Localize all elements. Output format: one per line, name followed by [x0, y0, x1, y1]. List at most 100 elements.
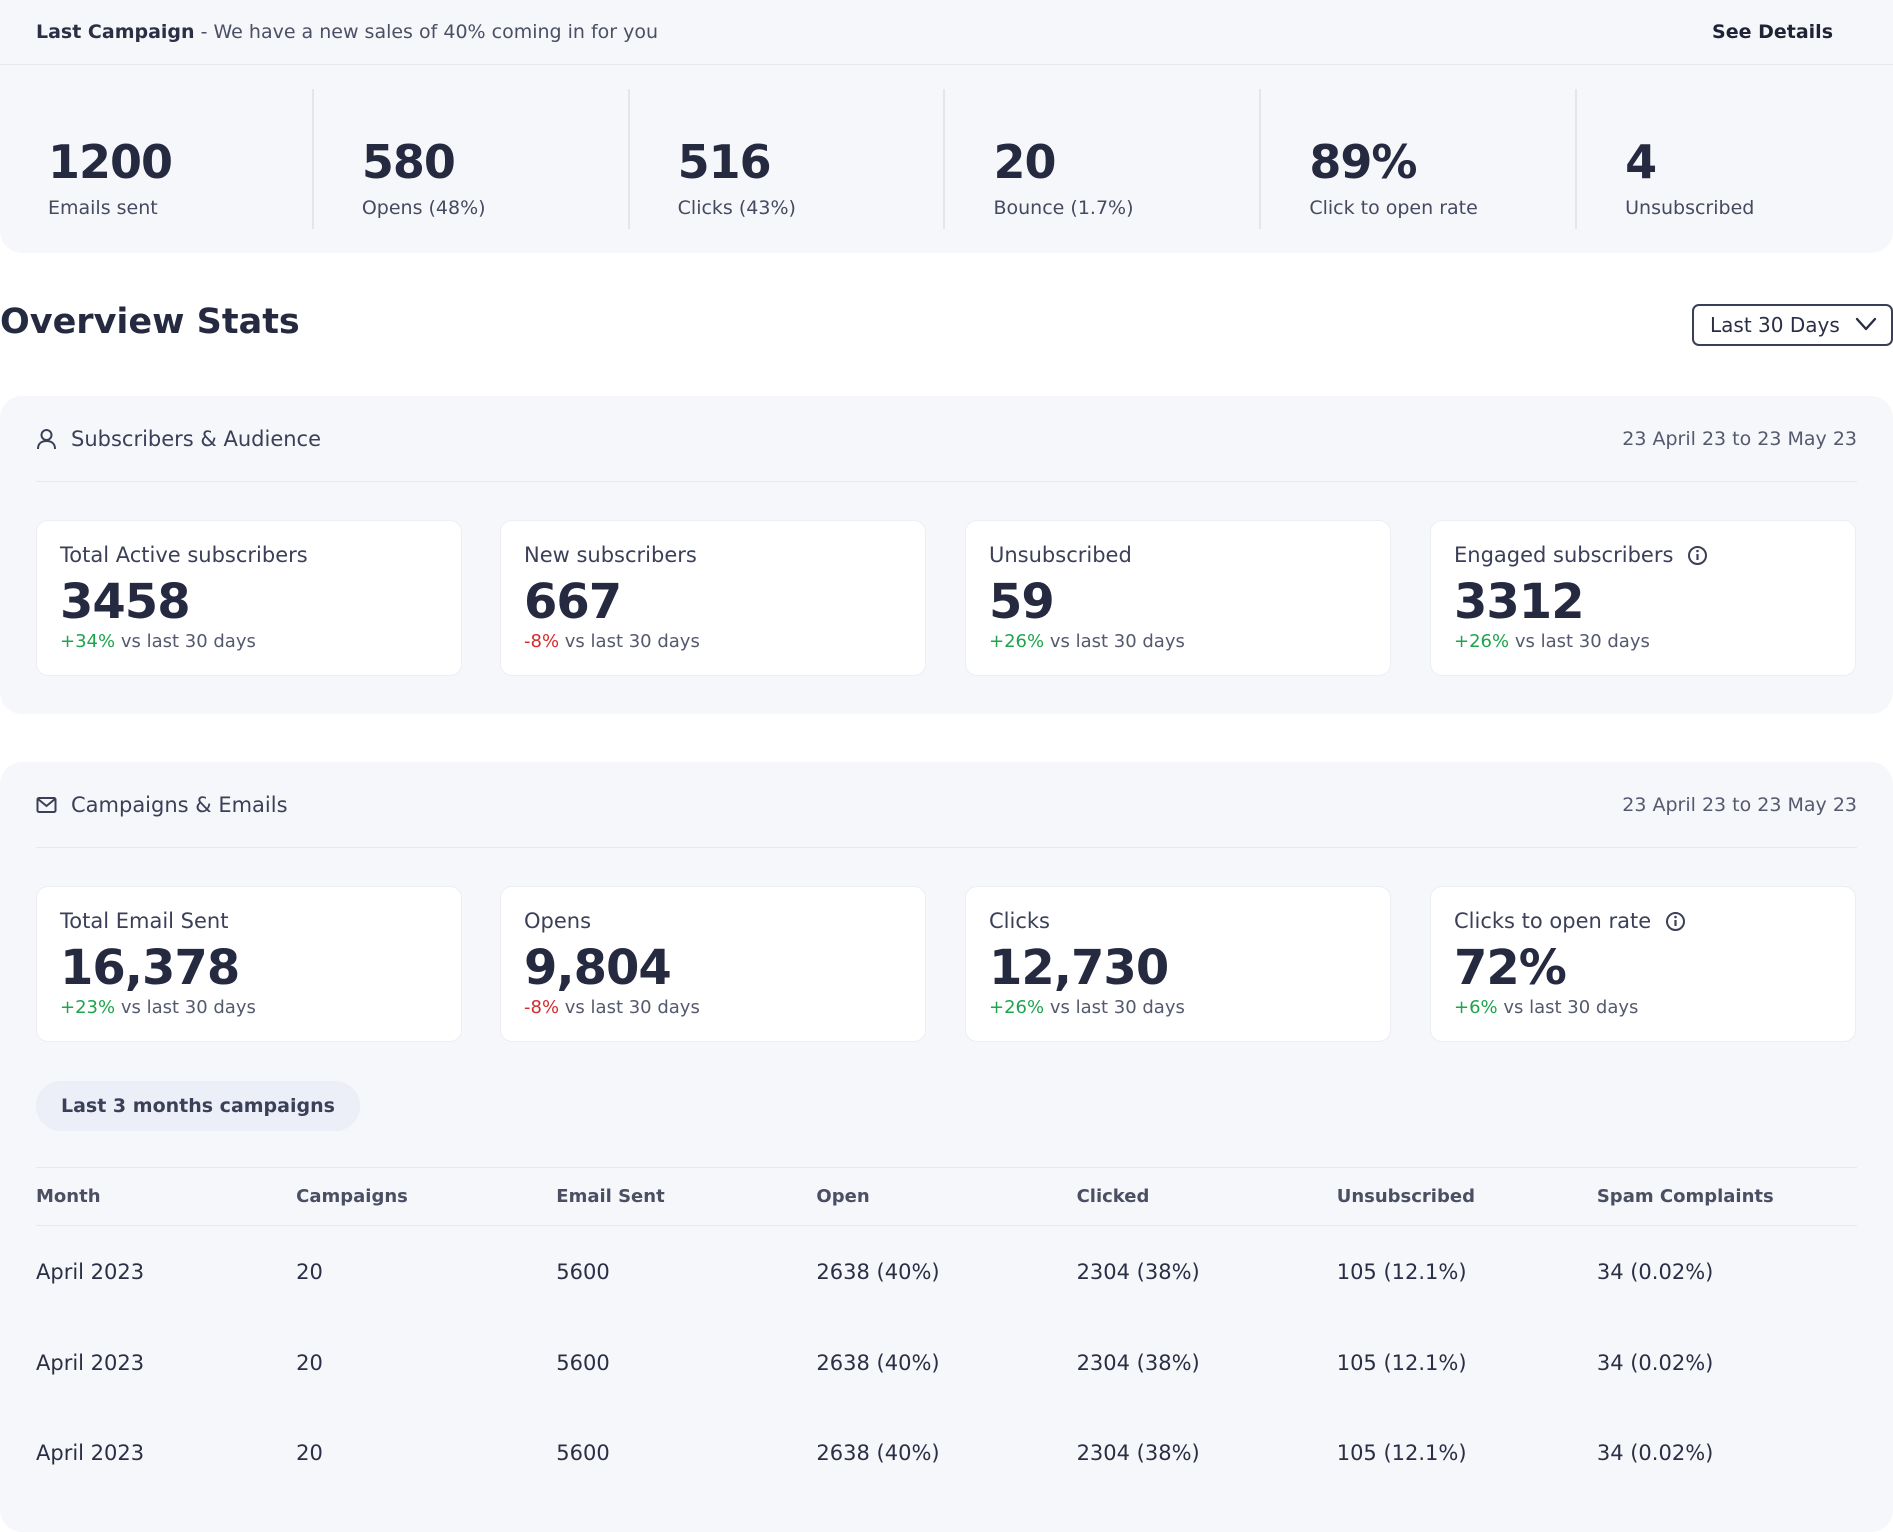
stat-value: 1200: [48, 135, 173, 189]
stat-value: 4: [1625, 135, 1657, 189]
subscribers-date-range: 23 April 23 to 23 May 23: [1622, 427, 1857, 450]
card-value: 3312: [1454, 574, 1585, 630]
date-range-dropdown[interactable]: Last 30 Days: [1692, 304, 1893, 346]
col-spam-complaints[interactable]: Spam Complaints: [1596, 1167, 1857, 1226]
compare-text: vs last 30 days: [559, 997, 700, 1018]
card-title: Clicks: [989, 909, 1050, 933]
card-comparison: +6% vs last 30 days: [1454, 997, 1855, 1018]
stat-label: Opens (48%): [361, 197, 486, 219]
cell-spam-complaints: 34 (0.02%): [1596, 1350, 1714, 1375]
table-row[interactable]: April 2023 20 5600 2638 (40%) 2304 (38%)…: [36, 1318, 1857, 1408]
chevron-down-icon: [1855, 317, 1877, 331]
campaigns-panel-title: Campaigns & Emails: [36, 793, 288, 817]
card-title: Clicks to open rate: [1454, 909, 1652, 933]
card-clicks-to-open-rate: Clicks to open rate 72% +6% vs last 30 d…: [1430, 886, 1856, 1042]
card-total-email-sent: Total Email Sent 16,378 +23% vs last 30 …: [36, 886, 462, 1042]
compare-text: vs last 30 days: [1509, 631, 1650, 652]
compare-text: vs last 30 days: [1044, 997, 1185, 1018]
col-open[interactable]: Open: [816, 1167, 1077, 1226]
banner-header: Last Campaign - We have a new sales of 4…: [0, 0, 1893, 65]
card-value: 59: [989, 574, 1055, 630]
col-campaigns[interactable]: Campaigns: [296, 1167, 557, 1226]
card-value: 667: [524, 574, 622, 630]
stat-emails-sent: 1200 Emails sent: [0, 89, 314, 229]
card-clicks: Clicks 12,730 +26% vs last 30 days: [965, 886, 1391, 1042]
stat-value: 516: [677, 135, 772, 189]
campaigns-panel: Campaigns & Emails 23 April 23 to 23 May…: [0, 762, 1893, 1532]
compare-text: vs last 30 days: [115, 997, 256, 1018]
card-title: Total Active subscribers: [60, 543, 308, 567]
col-unsubscribed[interactable]: Unsubscribed: [1336, 1167, 1597, 1226]
stat-click-to-open: 89% Click to open rate: [1261, 89, 1578, 229]
card-value: 9,804: [524, 940, 672, 996]
cell-open: 2638 (40%): [816, 1440, 940, 1465]
card-value: 12,730: [989, 940, 1169, 996]
cell-email-sent: 5600: [556, 1350, 610, 1375]
stat-unsubscribed: 4 Unsubscribed: [1577, 89, 1893, 229]
compare-text: vs last 30 days: [115, 631, 256, 652]
col-month[interactable]: Month: [36, 1167, 297, 1226]
date-range-value: Last 30 Days: [1710, 313, 1840, 337]
stat-label: Unsubscribed: [1625, 197, 1755, 219]
banner-campaign-label: Last Campaign: [36, 21, 195, 43]
change-badge: +26%: [1454, 631, 1510, 652]
change-badge: +26%: [989, 631, 1045, 652]
see-details-link[interactable]: See Details: [1712, 21, 1833, 43]
card-comparison: -8% vs last 30 days: [524, 997, 925, 1018]
card-title-row: Engaged subscribers: [1454, 543, 1855, 567]
cell-email-sent: 5600: [556, 1259, 610, 1284]
cell-campaigns: 20: [296, 1259, 323, 1284]
cell-spam-complaints: 34 (0.02%): [1596, 1259, 1714, 1284]
subscribers-title-text: Subscribers & Audience: [71, 426, 322, 451]
cell-unsubscribed: 105 (12.1%): [1336, 1259, 1467, 1284]
change-badge: +6%: [1454, 997, 1498, 1018]
stat-label: Bounce (1.7%): [993, 197, 1134, 219]
banner-stats: 1200 Emails sent 580 Opens (48%) 516 Cli…: [0, 65, 1893, 253]
card-comparison: +26% vs last 30 days: [989, 631, 1390, 652]
card-comparison: +34% vs last 30 days: [60, 631, 461, 652]
cell-spam-complaints: 34 (0.02%): [1596, 1440, 1714, 1465]
info-icon[interactable]: [1687, 545, 1708, 566]
table-row[interactable]: April 2023 20 5600 2638 (40%) 2304 (38%)…: [36, 1226, 1857, 1318]
col-clicked[interactable]: Clicked: [1076, 1167, 1337, 1226]
card-total-active-subscribers: Total Active subscribers 3458 +34% vs la…: [36, 520, 462, 676]
change-badge: +34%: [60, 631, 116, 652]
col-email-sent[interactable]: Email Sent: [556, 1167, 817, 1226]
cell-campaigns: 20: [296, 1440, 323, 1465]
cell-unsubscribed: 105 (12.1%): [1336, 1440, 1467, 1465]
change-badge: +23%: [60, 997, 116, 1018]
card-value: 72%: [1454, 940, 1567, 996]
card-comparison: +26% vs last 30 days: [989, 997, 1390, 1018]
cell-clicked: 2304 (38%): [1076, 1350, 1200, 1375]
stat-bounce: 20 Bounce (1.7%): [945, 89, 1262, 229]
cell-month: April 2023: [36, 1259, 145, 1284]
card-title: Total Email Sent: [60, 909, 229, 933]
change-badge: -8%: [524, 631, 560, 652]
stat-label: Click to open rate: [1309, 197, 1478, 219]
stat-label: Emails sent: [48, 197, 158, 219]
card-title: Engaged subscribers: [1454, 543, 1674, 567]
cell-clicked: 2304 (38%): [1076, 1440, 1200, 1465]
card-title: New subscribers: [524, 543, 697, 567]
subscribers-panel-header: Subscribers & Audience 23 April 23 to 23…: [36, 396, 1857, 482]
mail-icon: [36, 796, 57, 813]
card-value: 16,378: [60, 940, 240, 996]
table-row[interactable]: April 2023 20 5600 2638 (40%) 2304 (38%)…: [36, 1408, 1857, 1498]
card-comparison: +23% vs last 30 days: [60, 997, 461, 1018]
card-new-subscribers: New subscribers 667 -8% vs last 30 days: [500, 520, 926, 676]
banner-message: Last Campaign - We have a new sales of 4…: [36, 21, 658, 43]
card-title: Unsubscribed: [989, 543, 1132, 567]
user-icon: [37, 428, 56, 449]
last-campaign-banner: Last Campaign - We have a new sales of 4…: [0, 0, 1893, 253]
info-icon[interactable]: [1665, 911, 1686, 932]
stat-clicks: 516 Clicks (43%): [630, 89, 946, 229]
subscribers-panel: Subscribers & Audience 23 April 23 to 23…: [0, 396, 1893, 714]
stat-value: 89%: [1309, 135, 1417, 189]
card-value: 3458: [60, 574, 191, 630]
subscribers-panel-title: Subscribers & Audience: [36, 427, 321, 451]
last-3-months-filter[interactable]: Last 3 months campaigns: [36, 1081, 360, 1131]
card-title-row: Clicks to open rate: [1454, 909, 1855, 933]
stat-label: Clicks (43%): [677, 197, 796, 219]
card-opens: Opens 9,804 -8% vs last 30 days: [500, 886, 926, 1042]
campaigns-title-text: Campaigns & Emails: [71, 792, 288, 817]
